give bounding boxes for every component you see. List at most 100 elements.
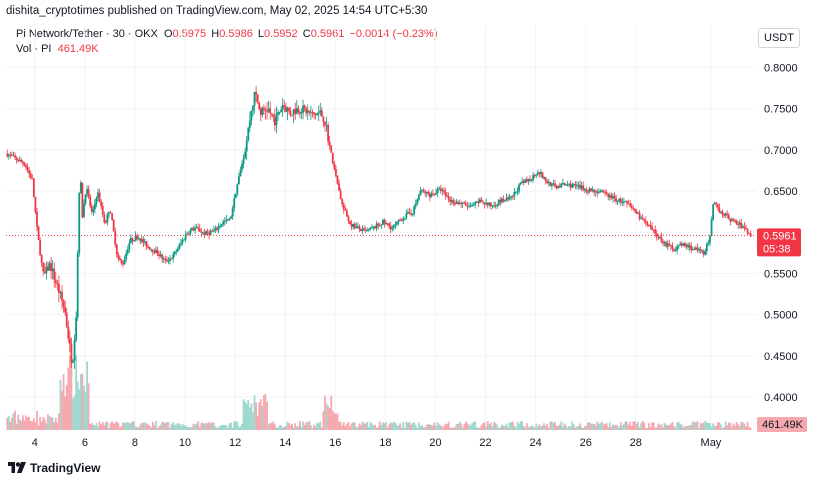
volume-bar xyxy=(472,421,475,430)
volume-bar xyxy=(100,424,103,430)
candle-body xyxy=(222,221,225,225)
volume-tag xyxy=(757,417,807,432)
candle-body xyxy=(471,204,473,206)
volume-bar xyxy=(444,423,447,430)
candle-body xyxy=(516,191,519,193)
volume-bar xyxy=(161,421,164,430)
candle-body xyxy=(546,180,549,184)
volume-bar xyxy=(441,427,444,430)
candle-body xyxy=(646,222,649,225)
volume-bar xyxy=(65,384,68,430)
candle-body xyxy=(475,201,478,203)
volume-bar xyxy=(377,427,380,430)
volume-bar xyxy=(6,417,9,430)
candle-body xyxy=(504,200,506,202)
volume-bar xyxy=(23,420,26,430)
candle-body xyxy=(209,231,212,235)
volume-bar xyxy=(350,423,353,430)
volume-bar xyxy=(64,396,67,430)
volume-bar xyxy=(167,422,170,430)
candle-body xyxy=(665,242,668,247)
volume-bar xyxy=(191,427,193,430)
candle-body xyxy=(211,231,214,233)
volume-bar xyxy=(623,423,625,430)
volume-bar xyxy=(483,422,486,430)
volume-bar xyxy=(583,426,586,430)
volume-bar xyxy=(305,422,308,430)
volume-bar xyxy=(62,374,65,430)
volume-bar xyxy=(244,401,247,430)
x-tick-label: 10 xyxy=(179,437,191,449)
volume-bar xyxy=(630,425,633,430)
volume-bar xyxy=(137,427,140,430)
x-tick-label: 16 xyxy=(329,437,341,449)
volume-bar xyxy=(566,427,569,430)
candle-body xyxy=(86,189,88,195)
volume-bar xyxy=(134,426,137,430)
candle-body xyxy=(253,91,256,106)
volume-bar xyxy=(273,424,276,430)
volume-bar xyxy=(648,422,650,430)
volume-bar xyxy=(272,421,275,430)
volume-bar xyxy=(339,421,342,430)
volume-bar xyxy=(25,415,27,430)
candle-body xyxy=(691,248,694,251)
volume-bar xyxy=(637,421,639,430)
volume-bar xyxy=(181,424,184,430)
currency-button[interactable]: USDT xyxy=(758,28,800,48)
volume-bar xyxy=(659,425,661,430)
candle-body xyxy=(61,291,63,301)
volume-bar xyxy=(295,426,298,430)
candle-body xyxy=(97,192,99,198)
volume-bar xyxy=(186,426,189,430)
volume-bar xyxy=(676,422,679,430)
candle-body xyxy=(330,145,333,153)
candle-body xyxy=(383,219,386,224)
volume-bar xyxy=(175,424,178,430)
candle-body xyxy=(721,211,724,215)
candle-body xyxy=(544,177,547,181)
volume-bar xyxy=(486,421,489,430)
volume-bar xyxy=(482,423,484,430)
volume-bar xyxy=(427,424,430,430)
candle-body xyxy=(601,190,603,192)
candle-body xyxy=(175,251,178,253)
volume-bar xyxy=(502,425,505,430)
candle-body xyxy=(345,210,348,217)
volume-bar xyxy=(536,426,539,430)
last-price-tag-price: 0.5961 xyxy=(763,230,797,242)
candle-body xyxy=(361,228,364,231)
volume-bar xyxy=(26,417,29,430)
volume-bar xyxy=(691,421,694,430)
candle-body xyxy=(741,226,744,228)
candle-body xyxy=(278,112,281,114)
volume-bar xyxy=(414,424,417,430)
candle-body xyxy=(119,258,121,260)
volume-bar xyxy=(522,426,525,430)
candle-body xyxy=(436,189,439,193)
volume-bar xyxy=(477,427,480,430)
volume-bar xyxy=(399,423,401,430)
candle-body xyxy=(746,229,749,234)
candle-body xyxy=(416,199,419,204)
volume-bar xyxy=(201,422,204,430)
x-tick-label: 28 xyxy=(630,437,642,449)
volume-bar xyxy=(292,427,295,430)
volume-bar xyxy=(111,421,114,430)
volume-bar xyxy=(269,423,272,430)
candle-body xyxy=(316,113,319,116)
volume-bar xyxy=(643,422,646,430)
candle-body xyxy=(39,239,42,256)
close-value: 0.5961 xyxy=(310,28,345,40)
y-tick-label: 0.7500 xyxy=(764,104,798,116)
volume-bar xyxy=(665,424,668,430)
volume-bar xyxy=(230,422,232,430)
volume-bar xyxy=(543,423,545,430)
volume-bar xyxy=(103,425,106,430)
candle-body xyxy=(407,212,409,214)
candle-body xyxy=(272,114,275,118)
candle-body xyxy=(474,202,477,205)
candle-body xyxy=(241,163,243,170)
candle-body xyxy=(679,243,682,246)
